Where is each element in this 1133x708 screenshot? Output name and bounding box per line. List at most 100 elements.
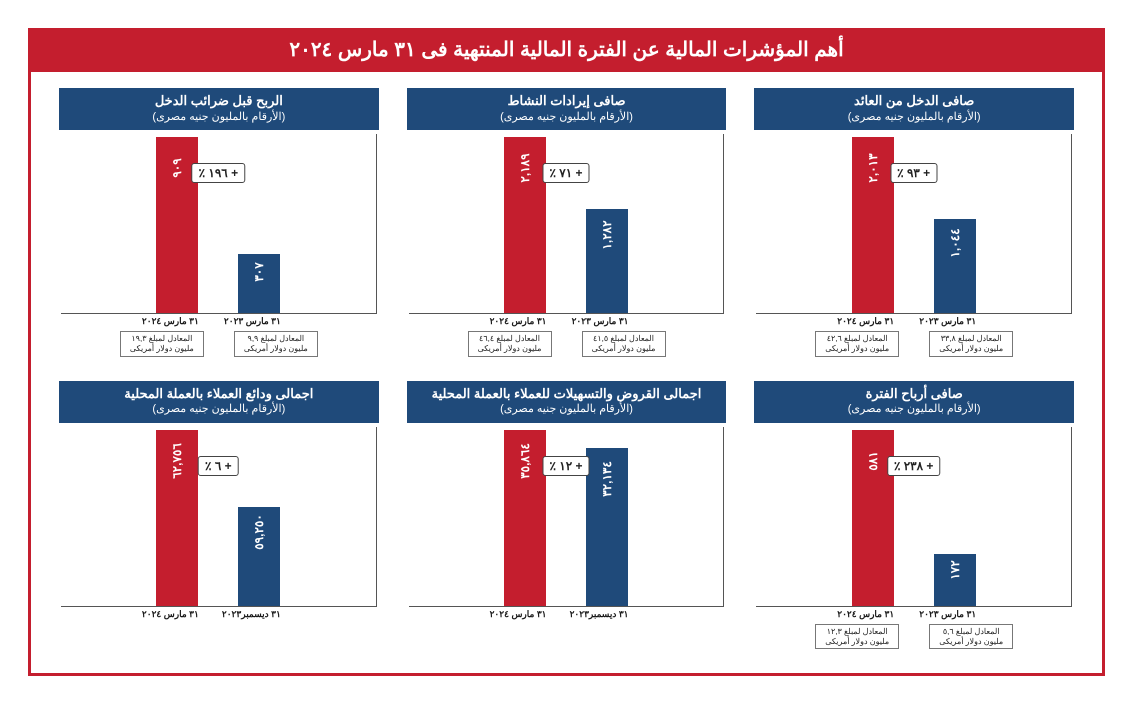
panel-title: الربح قبل ضرائب الدخل	[65, 92, 373, 110]
panel-subtitle: (الأرقام بالمليون جنيه مصرى)	[65, 402, 373, 417]
change-badge: + ١٩٦ ٪	[192, 163, 245, 183]
bar-value-label: ٢,١٨٩	[518, 154, 532, 183]
bar-slot: ٢,٠١٣	[852, 137, 894, 313]
x-axis-label: ٣١ مارس ٢٠٢٤	[505, 609, 547, 620]
bar: ٢,١٨٩	[504, 137, 546, 313]
x-axis-label: ٣١ مارس ٢٠٢٣	[587, 316, 629, 327]
panel-title: اجمالى ودائع العملاء بالعملة المحلية	[65, 385, 373, 403]
panel-grid: صافى الدخل من العائد(الأرقام بالمليون جن…	[31, 72, 1102, 653]
chart-panel: صافى أرباح الفترة(الأرقام بالمليون جنيه …	[754, 381, 1074, 650]
bar: ١,٠٤٤	[934, 219, 976, 313]
footnote: المعادل لمبلغ ٤٢,٦ مليون دولار أمريكى	[815, 331, 899, 356]
change-badge: + ٩٣ ٪	[890, 163, 937, 183]
chart-area: ١٧٢ ٥٨١ + ٢٣٨ ٪	[756, 427, 1072, 607]
bar-slot: ٣٥,٨٦٤	[504, 430, 546, 606]
x-axis-label: ٣١ مارس ٢٠٢٤	[157, 609, 199, 620]
x-axis-labels: ٣١ مارس ٢٠٢٣٣١ مارس ٢٠٢٤	[61, 314, 377, 327]
x-axis-label: ٣١ ديسمبر٢٠٢٣	[587, 609, 629, 620]
bar-slot: ٣٠٧	[238, 254, 280, 313]
bars-container: ٣٢,١٣٤ ٣٥,٨٦٤	[409, 427, 724, 606]
bar-value-label: ٥٨١	[866, 451, 880, 470]
panel-subtitle: (الأرقام بالمليون جنيه مصرى)	[760, 110, 1068, 125]
bar-slot: ٣٢,١٣٤	[586, 448, 628, 606]
bar-value-label: ١٧٢	[948, 560, 962, 579]
bar: ١,٢٨٢	[586, 209, 628, 313]
x-axis-label: ٣١ مارس ٢٠٢٤	[157, 316, 199, 327]
x-axis-labels: ٣١ مارس ٢٠٢٣ ٣١ مارس ٢٠٢٤	[756, 607, 1072, 620]
panel-header: اجمالى ودائع العملاء بالعملة المحلية(الأ…	[59, 381, 379, 423]
chart-panel: صافى إيرادات النشاط(الأرقام بالمليون جني…	[407, 88, 727, 357]
bar-slot: ٢,١٨٩	[504, 137, 546, 313]
bar-slot: ١,٢٨٢	[586, 209, 628, 313]
footnote: المعادل لمبلغ ٤١,٥ مليون دولار أمريكى	[582, 331, 666, 356]
panel-header: صافى الدخل من العائد(الأرقام بالمليون جن…	[754, 88, 1074, 130]
panel-subtitle: (الأرقام بالمليون جنيه مصرى)	[413, 402, 721, 417]
chart-area: ١,٠٤٤ ٢,٠١٣ + ٩٣ ٪	[756, 134, 1072, 314]
panel-header: صافى إيرادات النشاط(الأرقام بالمليون جني…	[407, 88, 727, 130]
bars-container: ١,٢٨٢ ٢,١٨٩	[409, 134, 724, 313]
bar-slot: ٦٢,٧٥٦	[156, 430, 198, 606]
panel-header: اجمالى القروض والتسهيلات للعملاء بالعملة…	[407, 381, 727, 423]
x-axis-label: ٣١ مارس ٢٠٢٤	[852, 316, 894, 327]
dashboard-frame: أهم المؤشرات المالية عن الفترة المالية ا…	[28, 28, 1105, 676]
change-badge: + ٧١ ٪	[542, 163, 589, 183]
x-axis-label: ٣١ مارس ٢٠٢٤	[505, 316, 547, 327]
change-badge: + ٦ ٪	[198, 456, 239, 476]
bar: ٢,٠١٣	[852, 137, 894, 313]
panel-subtitle: (الأرقام بالمليون جنيه مصرى)	[65, 110, 373, 125]
bars-container: ٣٠٧ ٩٠٩	[61, 134, 376, 313]
x-axis-labels: ٣١ ديسمبر٢٠٢٣ ٣١ مارس ٢٠٢٤	[409, 607, 725, 620]
bars-container: ١٧٢ ٥٨١	[756, 427, 1071, 606]
panel-header: الربح قبل ضرائب الدخل(الأرقام بالمليون ج…	[59, 88, 379, 130]
bar-value-label: ٦٢,٧٥٦	[170, 443, 184, 479]
footnote: المعادل لمبلغ ٣٣,٨ مليون دولار أمريكى	[929, 331, 1013, 356]
change-badge: + ٢٣٨ ٪	[887, 456, 940, 476]
footnote: المعادل لمبلغ ١٩,٣ مليون دولار أمريكى	[120, 331, 204, 356]
bar-value-label: ٢,٠١٣	[866, 154, 880, 183]
panel-title: صافى إيرادات النشاط	[413, 92, 721, 110]
footnotes-row: المعادل لمبلغ ٥,٦ مليون دولار أمريكى المع…	[754, 620, 1074, 649]
bars-container: ٥٩,٢٥٠ ٦٢,٧٥٦	[61, 427, 376, 606]
chart-area: ٥٩,٢٥٠ ٦٢,٧٥٦ + ٦ ٪	[61, 427, 377, 607]
bar-slot: ١٧٢	[934, 554, 976, 606]
bars-container: ١,٠٤٤ ٢,٠١٣	[756, 134, 1071, 313]
x-axis-labels: ٣١ ديسمبر٢٠٢٣٣١ مارس ٢٠٢٤	[61, 607, 377, 620]
bar: ٦٢,٧٥٦	[156, 430, 198, 606]
bar-value-label: ١,٢٨٢	[600, 221, 614, 250]
bar-slot: ٥٩,٢٥٠	[238, 507, 280, 606]
bar-value-label: ٩٠٩	[170, 159, 184, 178]
x-axis-label: ٣١ مارس ٢٠٢٣	[934, 316, 976, 327]
bar-slot: ١,٠٤٤	[934, 219, 976, 313]
chart-panel: صافى الدخل من العائد(الأرقام بالمليون جن…	[754, 88, 1074, 357]
bar-value-label: ١,٠٤٤	[948, 229, 962, 258]
bar: ٣٥,٨٦٤	[504, 430, 546, 606]
footnote: المعادل لمبلغ ١٢,٣ مليون دولار أمريكى	[815, 624, 899, 649]
panel-title: صافى أرباح الفترة	[760, 385, 1068, 403]
bar-value-label: ٣٠٧	[252, 263, 266, 282]
bar: ١٧٢	[934, 554, 976, 606]
panel-title: صافى الدخل من العائد	[760, 92, 1068, 110]
footnote: المعادل لمبلغ ٥,٦ مليون دولار أمريكى	[929, 624, 1013, 649]
main-title: أهم المؤشرات المالية عن الفترة المالية ا…	[31, 31, 1102, 72]
bar-value-label: ٥٩,٢٥٠	[252, 514, 266, 550]
chart-area: ١,٢٨٢ ٢,١٨٩ + ٧١ ٪	[409, 134, 725, 314]
bar-value-label: ٣٥,٨٦٤	[518, 443, 532, 479]
footnote: المعادل لمبلغ ٩,٩ مليون دولار أمريكى	[234, 331, 318, 356]
bar: ٣٠٧	[238, 254, 280, 313]
chart-panel: اجمالى ودائع العملاء بالعملة المحلية(الأ…	[59, 381, 379, 650]
bar: ٣٢,١٣٤	[586, 448, 628, 606]
bar-value-label: ٣٢,١٣٤	[600, 461, 614, 497]
bar: ٥٩,٢٥٠	[238, 507, 280, 606]
footnotes-row: المعادل لمبلغ ٤١,٥ مليون دولار أمريكى الم…	[407, 327, 727, 356]
chart-area: ٣٢,١٣٤ ٣٥,٨٦٤ + ١٢ ٪	[409, 427, 725, 607]
x-axis-label: ٣١ مارس ٢٠٢٤	[852, 609, 894, 620]
chart-panel: اجمالى القروض والتسهيلات للعملاء بالعملة…	[407, 381, 727, 650]
footnote: المعادل لمبلغ ٤٦,٤ مليون دولار أمريكى	[468, 331, 552, 356]
change-badge: + ١٢ ٪	[542, 456, 589, 476]
footnotes-row: المعادل لمبلغ ٩,٩ مليون دولار أمريكى المع…	[59, 327, 379, 356]
footnotes-row: المعادل لمبلغ ٣٣,٨ مليون دولار أمريكى الم…	[754, 327, 1074, 356]
panel-header: صافى أرباح الفترة(الأرقام بالمليون جنيه …	[754, 381, 1074, 423]
x-axis-label: ٣١ مارس ٢٠٢٣	[934, 609, 976, 620]
x-axis-labels: ٣١ مارس ٢٠٢٣ ٣١ مارس ٢٠٢٤	[409, 314, 725, 327]
panel-subtitle: (الأرقام بالمليون جنيه مصرى)	[760, 402, 1068, 417]
